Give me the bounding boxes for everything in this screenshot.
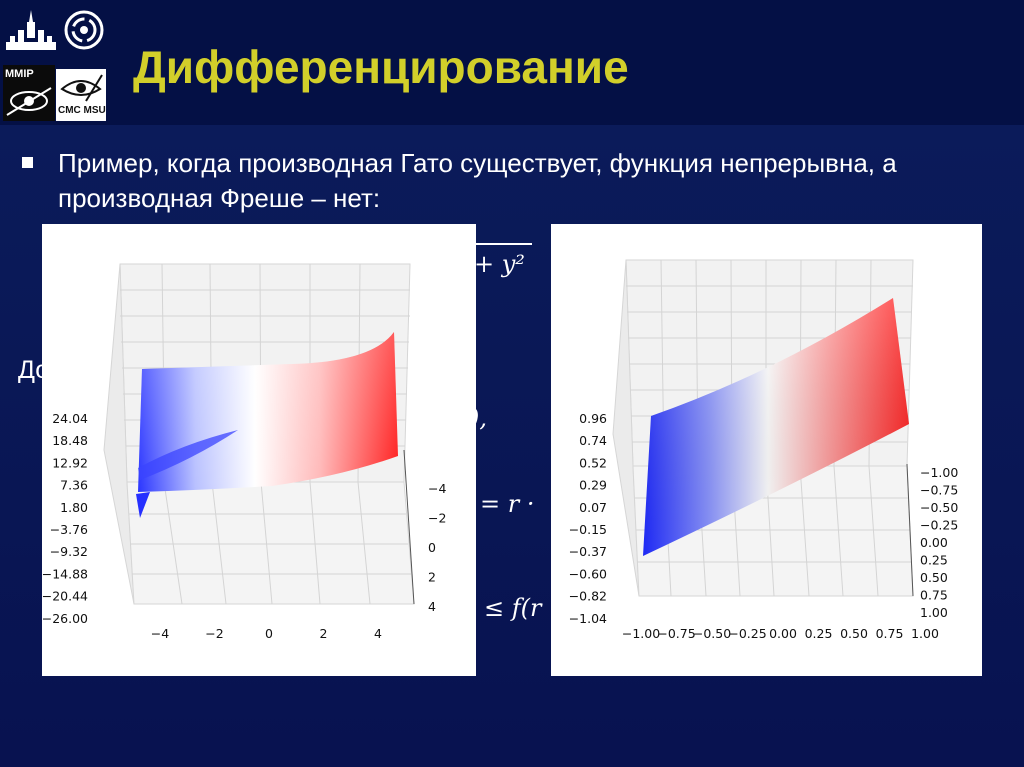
- right-x-tick-5: 0.25: [805, 626, 833, 641]
- right-z-tick-4: 0.07: [579, 500, 607, 515]
- right-y-tick-5: 0.25: [920, 553, 948, 568]
- right-y-tick-6: 0.50: [920, 570, 948, 585]
- mmip-logo: MMIP: [3, 65, 55, 121]
- right-z-tick-2: 0.52: [579, 455, 607, 470]
- mmip-logo-label: MMIP: [5, 68, 34, 80]
- msu-building-icon: [6, 10, 56, 50]
- header-band: [0, 0, 1024, 125]
- slide-title: Дифференцирование: [133, 41, 629, 93]
- right-x-tick-2: −0.50: [693, 626, 731, 641]
- right-x-tick-8: 1.00: [911, 626, 939, 641]
- left-z-tick-1: 18.48: [52, 433, 88, 448]
- formula-fragment-f: ≤ f(r: [484, 594, 542, 622]
- right-x-tick-1: −0.75: [657, 626, 695, 641]
- cmc-eye-icon: [60, 74, 103, 102]
- right-y-tick-0: −1.00: [920, 465, 958, 480]
- left-z-tick-5: −3.76: [50, 522, 88, 537]
- left-z-tick-9: −26.00: [42, 611, 88, 626]
- right-z-tick-1: 0.74: [579, 433, 607, 448]
- right-x-tick-7: 0.75: [876, 626, 904, 641]
- eye-mark-icon: [6, 87, 52, 116]
- right-z-tick-9: −1.04: [569, 611, 607, 626]
- left-z-tick-7: −14.88: [42, 566, 88, 581]
- right-y-tick-7: 0.75: [920, 588, 948, 603]
- left-z-tick-6: −9.32: [50, 544, 88, 559]
- right-x-tick-4: 0.00: [769, 626, 797, 641]
- left-y-tick-1: −2: [428, 511, 446, 526]
- left-z-tick-3: 7.36: [60, 478, 88, 493]
- swirl-logo-icon: [64, 10, 104, 50]
- left-x-tick-1: −2: [205, 626, 223, 641]
- surface-plot-right: 0.96 0.74 0.52 0.29 0.07 −0.15 −0.37 −0.60 −0.82…: [551, 224, 982, 676]
- left-y-tick-0: −4: [428, 481, 446, 496]
- left-z-tick-0: 24.04: [52, 411, 88, 426]
- left-x-tick-3: 2: [320, 626, 328, 641]
- right-y-tick-3: −0.25: [920, 518, 958, 533]
- bullet-marker: [22, 157, 33, 168]
- left-y-tick-3: 2: [428, 570, 436, 585]
- right-x-tick-6: 0.50: [840, 626, 868, 641]
- surface-plot-right-svg: 0.96 0.74 0.52 0.29 0.07 −0.15 −0.37 −0.60 −0.82…: [569, 259, 958, 641]
- right-z-tick-6: −0.37: [569, 544, 607, 559]
- right-z-tick-5: −0.15: [569, 522, 607, 537]
- formula-fragment-tail: + y²: [474, 250, 525, 278]
- right-y-tick-2: −0.50: [920, 500, 958, 515]
- right-x-tick-3: −0.25: [728, 626, 766, 641]
- right-z-tick-8: −0.82: [569, 589, 607, 604]
- right-y-tick-8: 1.00: [920, 605, 948, 620]
- left-z-tick-2: 12.92: [52, 455, 88, 470]
- surface-plot-left: 24.04 18.48 12.92 7.36 1.80 −3.76 −9.32 −14.88 −…: [42, 224, 476, 676]
- left-z-tick-8: −20.44: [42, 589, 88, 604]
- right-z-tick-7: −0.60: [569, 566, 607, 581]
- cmc-logo-label: CMC MSU: [58, 105, 106, 116]
- right-x-tick-0: −1.00: [622, 626, 660, 641]
- left-y-tick-2: 0: [428, 540, 436, 555]
- left-y-tick-4: 4: [428, 599, 436, 614]
- left-z-tick-4: 1.80: [60, 500, 88, 515]
- surface-plot-left-svg: 24.04 18.48 12.92 7.36 1.80 −3.76 −9.32 −14.88 −…: [42, 263, 446, 641]
- left-x-tick-4: 4: [374, 626, 382, 641]
- formula-fragment-r: = r ·: [480, 490, 535, 518]
- right-z-tick-3: 0.29: [579, 478, 607, 493]
- right-y-tick-4: 0.00: [920, 535, 948, 550]
- formula-overline: [470, 243, 532, 245]
- right-z-tick-0: 0.96: [579, 411, 607, 426]
- left-x-tick-0: −4: [151, 626, 169, 641]
- bullet-text: Пример, когда производная Гато существуе…: [58, 148, 897, 213]
- right-y-tick-1: −0.75: [920, 483, 958, 498]
- left-x-tick-2: 0: [265, 626, 273, 641]
- cmc-msu-logo: CMC MSU: [56, 69, 106, 121]
